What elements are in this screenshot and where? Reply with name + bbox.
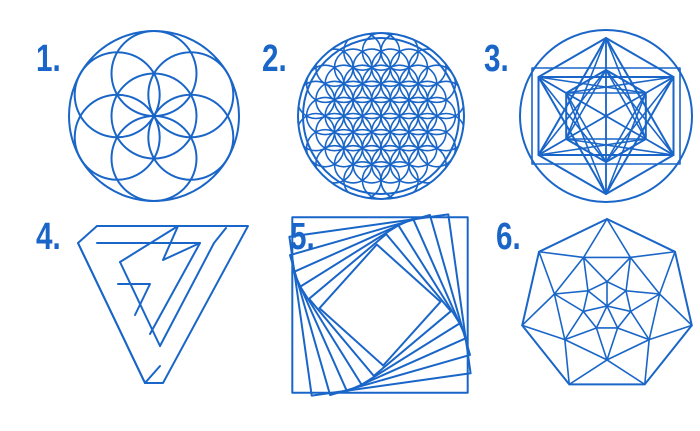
middle-heptagon xyxy=(554,257,659,360)
geodesic-edge xyxy=(565,340,569,385)
geodesic-edge xyxy=(607,306,631,311)
geodesic-edge xyxy=(539,252,584,258)
geodesic-edge xyxy=(645,340,649,385)
spiral-square xyxy=(294,219,466,391)
geodesic-edge xyxy=(584,257,588,290)
spiral-square xyxy=(289,214,470,395)
spiral-square xyxy=(290,215,470,395)
geodesic-edge xyxy=(569,360,607,384)
penrose-edge xyxy=(118,284,150,315)
geodesic-edge xyxy=(626,257,630,290)
geodesic-edge xyxy=(588,291,607,306)
geodesic-edge xyxy=(554,291,588,294)
penrose-triangle-figure xyxy=(78,226,248,383)
geodesic-edge xyxy=(583,306,607,311)
spiral-square xyxy=(292,217,467,392)
geodesic-edge xyxy=(522,294,554,325)
geodesic-edge xyxy=(660,252,675,294)
geodesic-edge xyxy=(626,291,660,294)
geodesic-edge xyxy=(660,294,692,325)
geodesic-edge xyxy=(554,294,583,311)
geodesic-edge xyxy=(607,360,645,384)
geodesic-edge xyxy=(584,257,607,281)
geodesic-edge xyxy=(596,306,607,328)
flower-of-life-figure xyxy=(297,33,464,199)
geodesic-heptagon-figure xyxy=(522,219,692,384)
geodesic-edge xyxy=(607,291,626,306)
geodesic-edge xyxy=(539,252,554,294)
geodesic-edge xyxy=(631,294,660,311)
metatrons-cube-figure xyxy=(520,30,692,202)
geodesic-edge xyxy=(630,252,675,258)
geodesic-edge xyxy=(607,306,618,328)
seed-of-life-figure xyxy=(69,31,239,201)
penrose-outer xyxy=(78,226,248,383)
spiral-squares-figure xyxy=(289,214,470,395)
penrose-edge xyxy=(145,366,160,383)
spiral-square xyxy=(300,225,459,384)
geodesic-edge xyxy=(607,257,630,281)
